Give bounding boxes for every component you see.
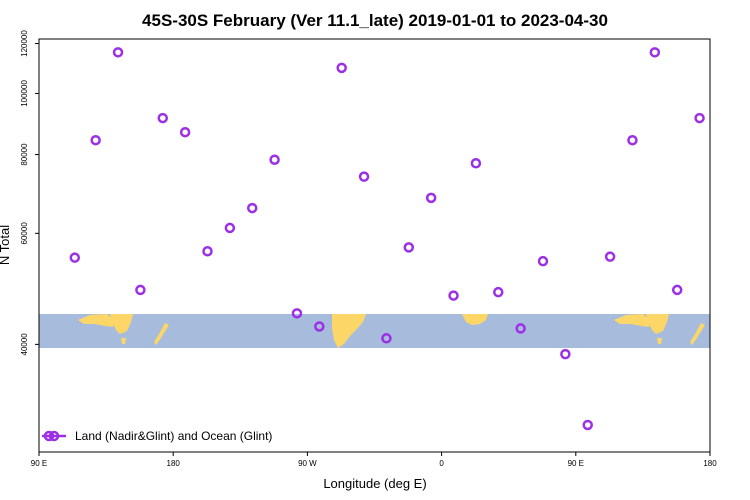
data-point [336,62,347,74]
land-australia-east [110,314,133,334]
land-south-america [332,314,366,348]
x-tick-label: 180 [167,459,181,468]
plot-frame [38,38,711,453]
world-map-background [39,314,710,348]
data-point [291,308,303,319]
legend-label: Land (Nadir&Glint) and Ocean (Glint) [75,429,272,443]
data-point [69,252,81,263]
data-point [135,284,146,296]
y-tick-label: 120000 [20,30,29,57]
data-point [381,333,392,344]
data-point [560,348,571,360]
land-australia-west-2 [614,314,650,327]
land-australia-east-2 [646,314,669,334]
data-points [69,47,705,431]
land-tasmania-2 [657,338,662,344]
legend-marker [43,430,55,442]
data-point [448,290,459,301]
data-point [582,419,593,431]
data-point [269,154,280,165]
y-tick-label: 80000 [20,143,29,166]
data-point [314,321,325,332]
data-point [515,323,526,334]
y-tick-label: 60000 [20,222,29,245]
data-point [604,251,616,262]
data-point [694,112,705,124]
y-axis: 40000 60000 80000 100000 120000 [20,30,39,356]
data-point [112,47,124,58]
legend-marker [48,430,60,442]
data-point [358,171,370,182]
data-point [202,246,213,257]
data-point [90,134,101,146]
x-tick-label: 90 E [31,459,47,468]
data-point [627,134,638,146]
land-australia-west [78,314,114,327]
legend: Land (Nadir&Glint) and Ocean (Glint) [42,429,272,443]
x-tick-label: 90 E [568,459,584,468]
x-axis: 90 E 180 90 W 0 90 E 180 [31,452,717,468]
land-tasmania [121,338,126,344]
x-tick-label: 0 [439,459,444,468]
data-point [649,47,661,58]
data-point [470,158,482,169]
data-point [403,242,415,253]
land-south-africa [462,314,488,325]
data-point [425,192,437,204]
y-axis-label: N Total [0,225,12,265]
chart-title: 45S-30S February (Ver 11.1_late) 2019-01… [142,11,608,30]
land-new-zealand-2 [690,323,705,345]
x-tick-label: 180 [703,459,717,468]
x-tick-label: 90 W [298,459,317,468]
ocean-band [39,314,710,348]
data-point [671,284,683,296]
data-point [179,126,191,138]
land-new-zealand [154,323,169,345]
x-axis-label: Longitude (deg E) [323,476,426,491]
data-point [537,255,549,267]
data-point [493,286,504,298]
y-tick-label: 40000 [20,333,29,356]
y-tick-label: 100000 [20,80,29,107]
data-point [224,222,236,234]
data-point [157,112,169,124]
data-point [246,202,258,214]
